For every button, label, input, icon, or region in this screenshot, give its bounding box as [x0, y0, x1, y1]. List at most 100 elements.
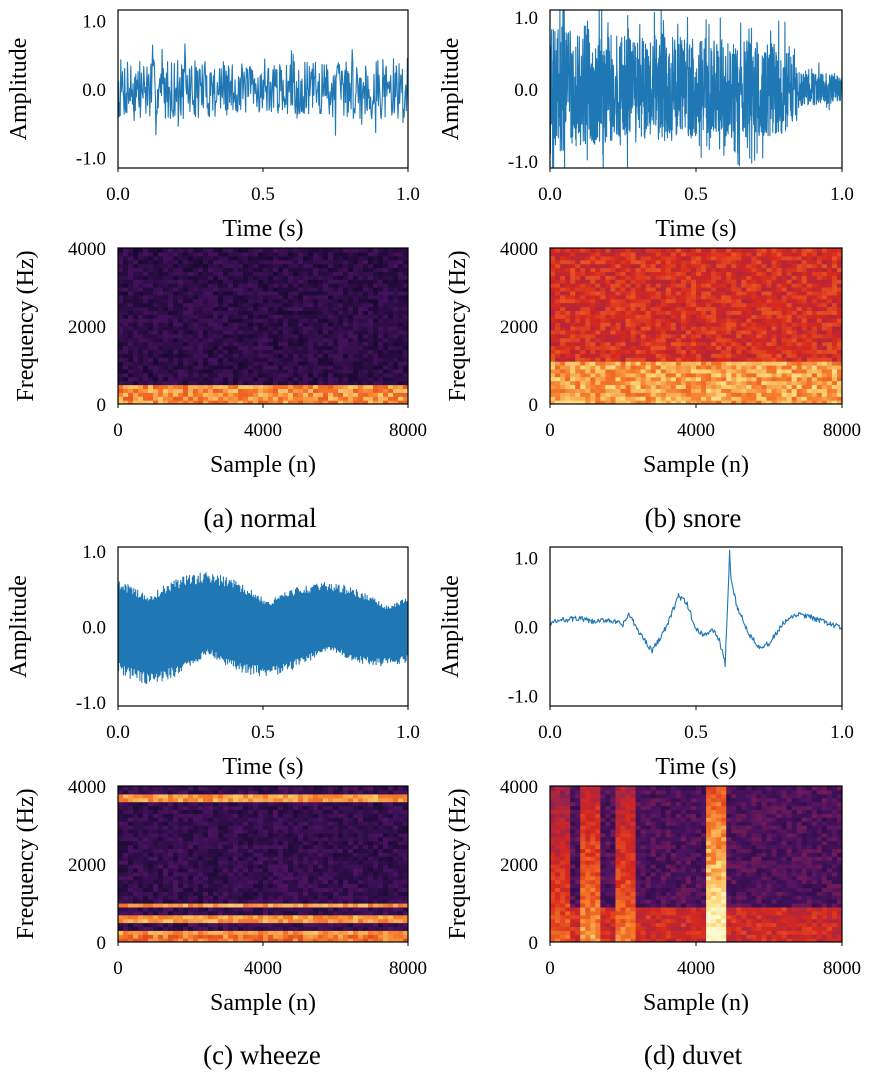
a-spec-cell — [388, 396, 394, 401]
b-spec-cell — [595, 353, 601, 358]
a-spec-cell — [158, 337, 164, 343]
a-spec-cell — [128, 302, 134, 308]
b-spec-cell — [600, 283, 606, 288]
b-spec-cell — [711, 251, 717, 257]
c-spec-cell — [193, 934, 199, 939]
a-spec-cell — [133, 298, 139, 304]
b-spec-cell — [615, 341, 622, 347]
b-spec-cell — [746, 294, 752, 300]
b-spec-cell — [645, 333, 652, 339]
b-spec-cell — [590, 388, 596, 393]
a-spec-cell — [203, 251, 209, 257]
b-spec-cell — [761, 380, 768, 386]
b-spec-cell — [721, 333, 727, 339]
c-spec-cell — [228, 926, 234, 931]
b-spec-cell — [670, 361, 677, 366]
b-spec-cell — [766, 248, 773, 253]
b-spec-cell — [706, 271, 712, 276]
a-spec-cell — [353, 251, 359, 257]
b-spec-cell — [836, 322, 842, 327]
a-spec-cell — [208, 259, 214, 265]
a-spec-cell — [258, 361, 264, 366]
a-spec-cell — [283, 384, 289, 389]
b-spec-cell — [836, 287, 842, 292]
b-spec-cell — [721, 267, 727, 272]
b-spec-cell — [746, 353, 752, 358]
b-spec-cell — [640, 322, 647, 327]
b-spec-cell — [635, 376, 642, 382]
b-spec-cell — [806, 306, 813, 311]
a-spec-cell — [373, 400, 379, 404]
a-spec-cell — [313, 294, 319, 300]
b-spec-cell — [580, 259, 586, 265]
b-spec-cell — [630, 357, 637, 362]
b-spec-cell — [635, 329, 642, 335]
b-spec-cell — [650, 329, 657, 335]
a-spec-cell — [118, 357, 124, 362]
a-spec-cell — [228, 392, 234, 397]
b-spec-cell — [600, 396, 606, 401]
b-spec-cell — [590, 318, 596, 323]
b-spec-cell — [761, 283, 768, 288]
a-spec-cell — [163, 345, 169, 350]
a-spec-cell — [223, 326, 229, 331]
a-spec-cell — [248, 392, 254, 397]
a-spec-cell — [398, 357, 404, 362]
a-spec-cell — [368, 365, 374, 370]
a-spec-cell — [278, 388, 284, 393]
b-wave-y-tick-label: 0.0 — [514, 80, 538, 101]
b-spec-cell — [696, 298, 702, 304]
b-spec-cell — [625, 372, 632, 378]
b-spec-cell — [610, 396, 617, 401]
a-spec-cell — [358, 251, 364, 257]
a-spec-cell — [193, 400, 199, 404]
b-spec-cell — [595, 310, 601, 315]
a-spec-cell — [198, 368, 204, 374]
b-spec-cell — [690, 372, 697, 378]
b-spec-cell — [650, 275, 657, 280]
b-spec-cell — [771, 380, 778, 386]
a-spec-cell — [143, 376, 149, 382]
b-spec-cell — [701, 349, 707, 354]
a-spec-cell — [288, 255, 294, 261]
b-spec-cell — [635, 400, 642, 404]
b-spec-cell — [771, 318, 778, 323]
b-spec-cell — [751, 392, 758, 397]
b-spec-cell — [635, 267, 642, 272]
a-spec-cell — [288, 333, 294, 339]
b-spec-cell — [585, 279, 591, 284]
b-spec-cell — [731, 259, 737, 265]
b-spec-cell — [630, 333, 637, 339]
a-spec-cell — [173, 310, 179, 315]
b-spec-cell — [675, 306, 682, 311]
b-spec-cell — [650, 290, 657, 296]
b-spec-cell — [615, 353, 622, 358]
b-spec-cell — [826, 365, 833, 370]
b-spec-cell — [630, 294, 637, 300]
a-spec-cell — [388, 400, 394, 404]
b-spec-cell — [806, 290, 813, 296]
a-spec-cell — [358, 396, 364, 401]
a-spec-cell — [393, 263, 399, 269]
a-spec-cell — [333, 361, 339, 366]
a-spec-cell — [278, 365, 284, 370]
b-spec-cell — [585, 380, 591, 386]
c-spec-cell — [213, 922, 219, 927]
b-spec-cell — [736, 310, 742, 315]
a-spec-cell — [188, 333, 194, 339]
b-spec-cell — [620, 314, 627, 319]
a-spec-cell — [298, 310, 304, 315]
b-spec-cell — [655, 298, 662, 304]
a-spec-cell — [143, 349, 149, 354]
b-spec-cell — [665, 396, 672, 401]
b-spec-cell — [796, 396, 803, 401]
b-spec-cell — [721, 384, 727, 389]
a-spec-cell — [323, 357, 329, 362]
c-spec-heatmap-cells — [118, 786, 408, 942]
a-spec-cell — [233, 275, 239, 280]
a-spec-cell — [248, 353, 254, 358]
b-spec-cell — [615, 271, 622, 276]
c-spec-cell — [398, 930, 404, 935]
a-spec-cell — [388, 322, 394, 327]
b-spec-cell — [751, 271, 758, 276]
